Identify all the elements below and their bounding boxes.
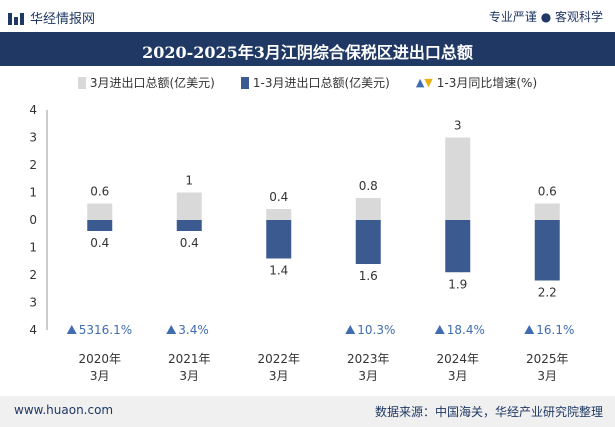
- x-tick-label-month: 3月: [537, 369, 557, 383]
- legend-item-growth: ▲▼ 1-3月同比增速(%): [416, 74, 537, 91]
- growth-label: 5316.1%: [79, 323, 132, 337]
- bar-month: [355, 198, 381, 220]
- data-label-month: 0.4: [269, 190, 288, 204]
- y-tick-label: 3: [29, 131, 37, 145]
- data-label-cumulative: 1.4: [269, 264, 288, 278]
- bar-month: [266, 209, 292, 220]
- y-tick-label: 0: [29, 213, 37, 227]
- data-label-cumulative: 0.4: [90, 236, 109, 250]
- growth-marker-up: [345, 325, 356, 334]
- data-label-cumulative: 1.9: [448, 277, 467, 291]
- data-label-month: 0.8: [359, 179, 378, 193]
- chart-title: 2020-2025年3月江阴综合保税区进出口总额: [142, 43, 473, 62]
- x-tick-label-month: 3月: [448, 369, 468, 383]
- data-label-month: 0.6: [90, 185, 109, 199]
- growth-marker-up: [66, 325, 77, 334]
- x-tick-label-year: 2020年: [78, 352, 121, 366]
- footer-bar: www.huaon.com 数据来源：中国海关，华经产业研究院整理: [0, 396, 615, 427]
- legend-swatch-month: [77, 76, 86, 89]
- bar-cumulative: [266, 220, 292, 259]
- data-label-month: 3: [454, 119, 462, 133]
- brand-name: 华经情报网: [30, 12, 96, 27]
- y-tick-label: 1: [29, 186, 37, 200]
- growth-marker-up: [166, 325, 177, 334]
- x-tick-label-month: 3月: [90, 369, 110, 383]
- bar-month: [87, 203, 113, 220]
- data-label-cumulative: 2.2: [538, 286, 557, 300]
- growth-label: 16.1%: [536, 323, 574, 337]
- footer-source: 数据来源：中国海关，华经产业研究院整理: [374, 405, 603, 419]
- bar-cumulative: [176, 220, 202, 231]
- x-tick-label-year: 2023年: [347, 352, 390, 366]
- chart-legend: 3月进出口总额(亿美元) 1-3月进出口总额(亿美元) ▲▼ 1-3月同比增速(…: [0, 74, 615, 91]
- x-tick-label-year: 2021年: [168, 352, 211, 366]
- growth-marker-up: [434, 325, 445, 334]
- x-tick-label-year: 2024年: [436, 352, 479, 366]
- y-tick-label: 4: [29, 323, 37, 337]
- x-tick-label-month: 3月: [179, 369, 199, 383]
- legend-swatch-cumulative: [240, 76, 249, 89]
- bar-cumulative: [445, 220, 471, 273]
- bar-month: [176, 192, 202, 220]
- legend-item-month: 3月进出口总额(亿美元): [77, 74, 215, 91]
- growth-label: 18.4%: [447, 323, 485, 337]
- x-tick-label-year: 2025年: [526, 352, 569, 366]
- y-tick-label: 3: [29, 296, 37, 310]
- bar-cumulative: [87, 220, 113, 231]
- tagline: 专业严谨 ● 客观科学: [488, 10, 603, 24]
- footer-site: www.huaon.com: [14, 403, 114, 417]
- x-tick-label-month: 3月: [358, 369, 378, 383]
- brand-logo-icon: [8, 11, 24, 25]
- data-label-cumulative: 0.4: [180, 236, 199, 250]
- x-tick-label-month: 3月: [269, 369, 289, 383]
- bar-month: [445, 137, 471, 220]
- x-tick-label-year: 2022年: [257, 352, 300, 366]
- bar-cumulative: [355, 220, 381, 264]
- legend-item-cumulative: 1-3月进出口总额(亿美元): [240, 74, 390, 91]
- legend-label-month: 3月进出口总额(亿美元): [89, 76, 215, 90]
- legend-label-growth: 1-3月同比增速(%): [436, 76, 538, 90]
- y-tick-label: 1: [29, 241, 37, 255]
- title-bar: 2020-2025年3月江阴综合保税区进出口总额: [0, 32, 615, 66]
- growth-label: 10.3%: [357, 323, 395, 337]
- growth-label: 3.4%: [178, 323, 209, 337]
- data-label-month: 0.6: [538, 185, 557, 199]
- bar-cumulative: [534, 220, 560, 281]
- data-label-cumulative: 1.6: [359, 269, 378, 283]
- y-tick-label: 4: [29, 103, 37, 117]
- bar-month: [534, 203, 560, 220]
- legend-label-cumulative: 1-3月进出口总额(亿美元): [252, 76, 390, 90]
- data-label-month: 1: [185, 174, 193, 188]
- chart-plot: 4 3 2 1 0 1 2 3 4 0.6 0.4 5316.1% 2020年 3月 1 0.4 3.4% 202…: [29, 103, 574, 383]
- brand: 华经情报网: [8, 8, 95, 27]
- triangle-up-down-icon: ▲▼: [415, 75, 433, 89]
- growth-marker-up: [524, 325, 535, 334]
- top-bar: 华经情报网 专业严谨 ● 客观科学: [0, 0, 615, 32]
- y-tick-label: 2: [29, 268, 37, 282]
- y-tick-label: 2: [29, 158, 37, 172]
